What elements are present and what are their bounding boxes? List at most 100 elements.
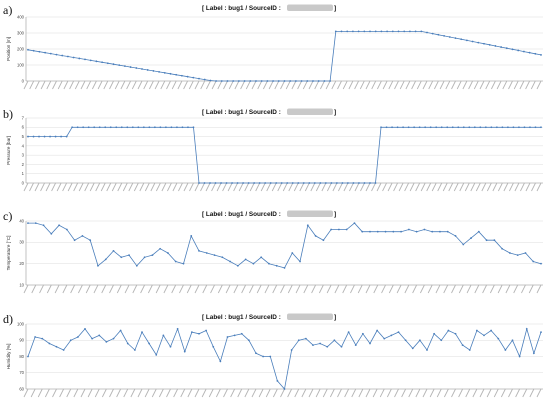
data-point [363,182,366,184]
data-point [236,182,239,184]
data-point [347,331,350,334]
x-tick-label-mark [223,80,228,90]
data-point [27,222,29,225]
data-point [169,345,172,348]
x-tick-label-mark [338,182,343,192]
data-point [55,345,58,348]
x-tick-label-mark [128,182,134,192]
x-tick-label-mark [394,80,399,90]
data-point [466,39,468,42]
x-tick-label-mark [120,80,126,90]
x-tick-label-mark [216,182,222,192]
x-tick-label-mark [93,284,99,294]
x-tick-label-mark [23,388,29,398]
data-point [170,126,173,129]
data-point [186,75,189,78]
x-tick-label-mark [482,284,487,294]
x-tick-label-mark [155,284,161,294]
x-tick-label-mark [272,284,278,294]
x-tick-label-mark [131,80,137,90]
data-point [314,235,317,237]
x-tick-label-mark [433,80,439,90]
data-point [439,230,441,233]
data-point [209,182,211,184]
x-tick-label-mark [530,80,536,90]
x-tick-label-mark [179,284,184,294]
data-point [302,182,305,184]
data-point [243,80,246,82]
data-point [338,228,340,231]
x-tick-label-mark [387,182,393,192]
data-point [286,182,289,184]
x-tick-label-mark [297,80,303,90]
x-tick-label-mark [412,284,418,294]
data-point [420,30,423,33]
x-tick-label-mark [166,388,171,398]
x-tick-label-mark [282,182,288,192]
data-point [334,30,337,33]
data-point [231,182,233,184]
data-point [213,254,216,257]
data-point [159,247,162,250]
data-point [226,80,229,82]
data-point [38,50,41,53]
data-point [312,344,314,347]
data-point [454,332,457,335]
x-tick-label-mark [315,182,321,192]
data-point [418,339,421,342]
data-point [89,239,92,242]
data-point [397,30,400,33]
data-point [133,349,136,351]
data-point [142,126,145,129]
data-point [509,252,511,254]
data-point [190,331,193,334]
data-point [402,126,404,129]
x-tick-label-mark [268,80,274,90]
data-point [306,224,309,227]
data-point [119,329,122,332]
x-tick-label-mark [465,388,471,398]
x-tick-label-mark [429,388,435,398]
data-point [115,126,118,129]
x-tick-label-mark [154,80,160,90]
x-tick-label-mark [210,284,215,294]
x-tick-label-mark [337,388,342,398]
data-point [457,126,460,129]
data-point [518,355,521,358]
x-tick-label-mark [23,80,29,90]
x-tick-label-mark [315,388,321,398]
data-point [433,332,436,335]
data-point [384,230,387,233]
x-tick-label-mark [215,388,221,398]
x-tick-label-mark [492,182,498,192]
x-tick-label-mark [205,80,211,90]
x-tick-label-mark [486,388,492,398]
data-point [32,135,35,138]
data-point [330,182,333,184]
x-tick-label-mark [443,284,449,294]
data-point [512,126,515,129]
x-tick-label-mark [63,80,69,90]
x-tick-label-mark [23,284,29,294]
data-point [390,334,393,337]
x-tick-label-mark [291,80,297,90]
x-tick-label-mark [62,182,68,192]
y-tick-label: 1 [22,171,25,176]
x-tick-label-mark [67,182,73,192]
x-tick-label-mark [382,182,387,192]
data-point [198,182,200,184]
data-point [167,252,169,254]
x-tick-label-mark [249,182,255,192]
x-tick-label-mark [365,284,371,294]
data-point [155,353,158,356]
x-tick-label-mark [116,284,122,294]
data-point [376,329,379,332]
x-tick-label-mark [473,80,479,90]
data-point [475,329,478,332]
data-point [276,379,279,382]
data-point [418,126,421,129]
data-point [413,126,416,129]
x-tick-label-mark [420,284,425,294]
data-point [330,228,333,231]
y-tick-label: 7 [22,115,25,120]
